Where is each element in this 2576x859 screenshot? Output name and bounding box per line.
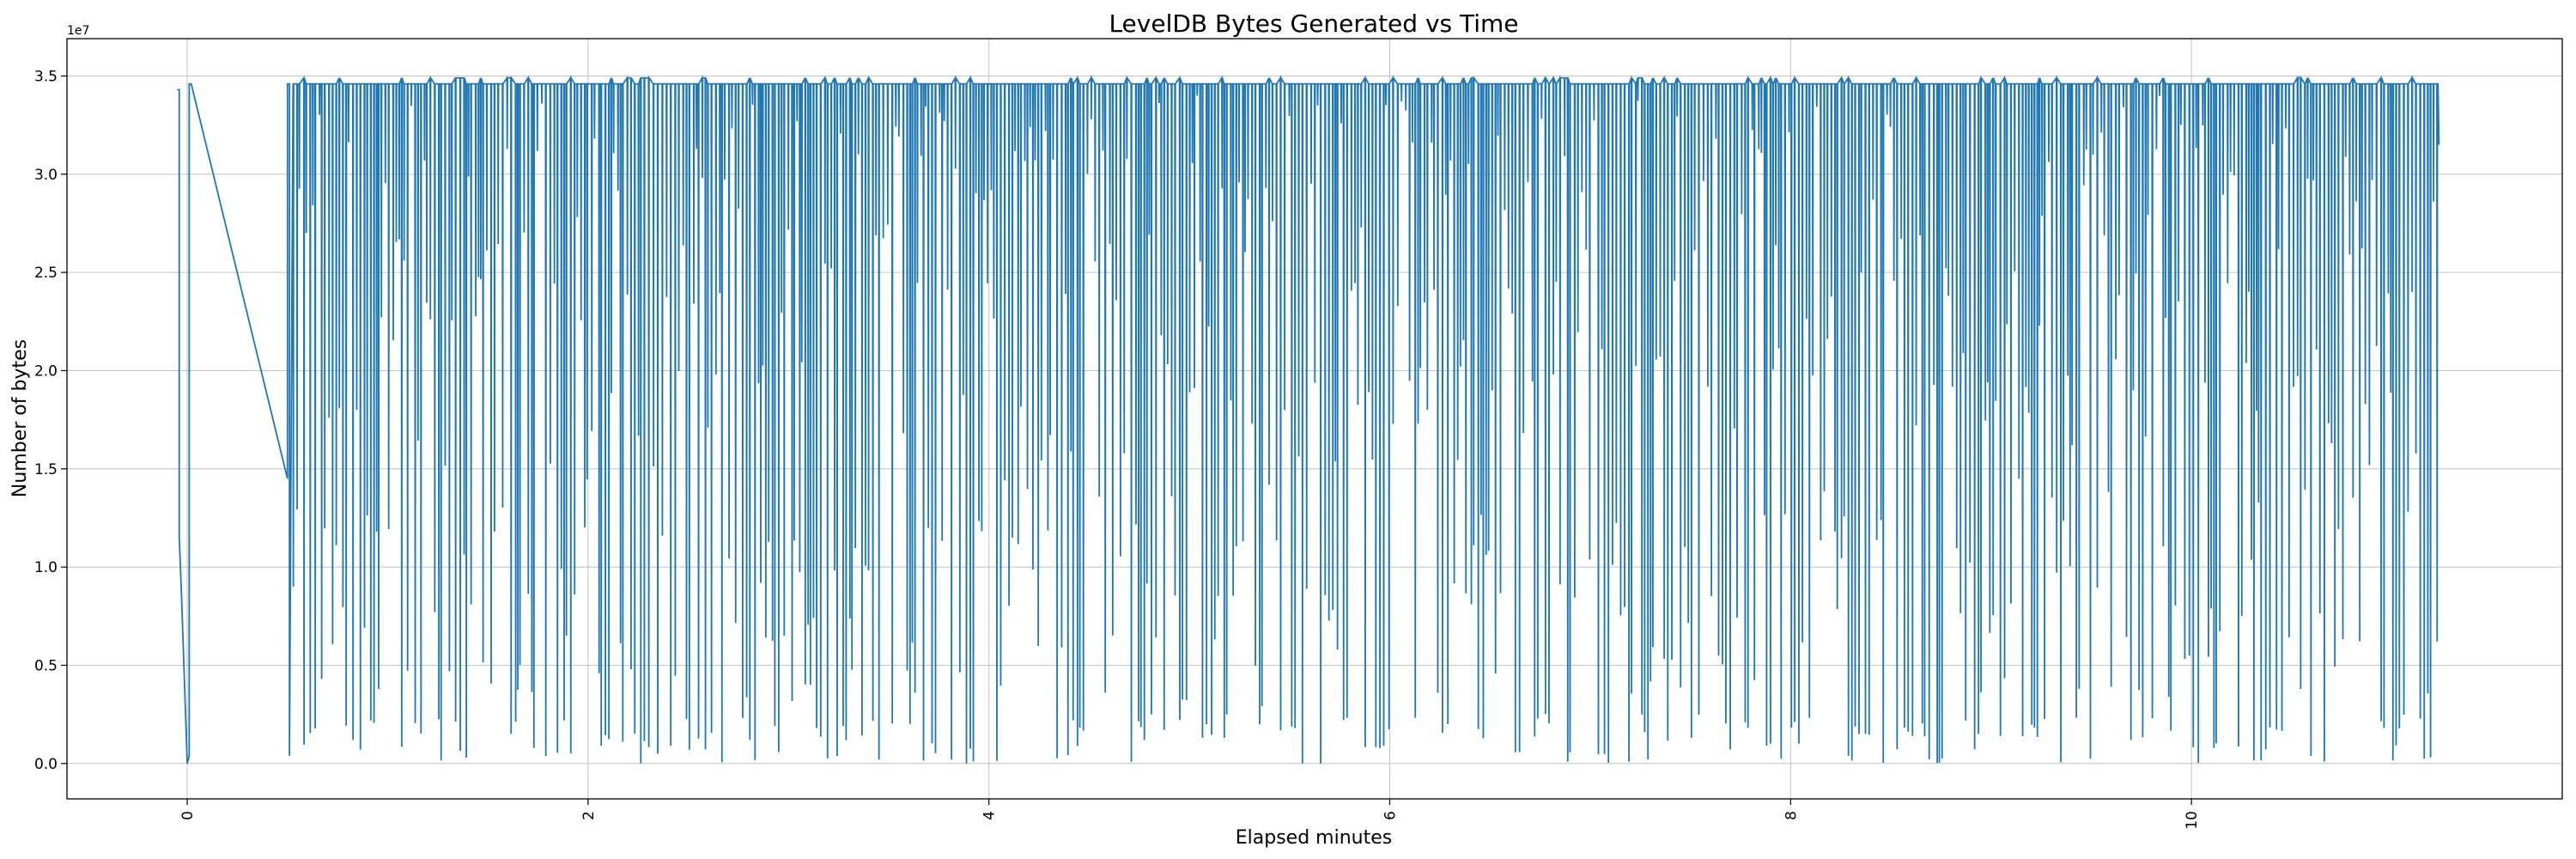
y-axis: 0.0 0.5 1.0 1.5 2.0 2.5 3.0 3.5 xyxy=(34,68,67,773)
series-line-bytes xyxy=(177,75,2440,765)
x-tick-label: 4 xyxy=(981,811,999,820)
x-tick-label: 8 xyxy=(1783,811,1800,820)
y-tick-label: 0.5 xyxy=(34,657,58,674)
y-axis-title: Number of bytes xyxy=(9,339,31,497)
x-tick-label: 0 xyxy=(179,811,197,820)
plot-area xyxy=(177,75,2440,765)
y-axis-offset-label: 1e7 xyxy=(67,24,89,38)
y-tick-label: 3.0 xyxy=(34,167,58,184)
y-tick-label: 0.0 xyxy=(34,756,58,773)
y-tick-label: 1.5 xyxy=(34,461,58,478)
x-axis-title: Elapsed minutes xyxy=(1236,827,1392,849)
y-tick-label: 2.5 xyxy=(34,265,58,282)
y-tick-label: 2.0 xyxy=(34,362,58,380)
x-axis: 0 2 4 6 8 10 xyxy=(179,799,2201,830)
chart-title: LevelDB Bytes Generated vs Time xyxy=(1109,9,1518,38)
y-tick-label: 1.0 xyxy=(34,559,58,576)
x-tick-label: 6 xyxy=(1382,811,1400,820)
y-tick-label: 3.5 xyxy=(34,68,58,85)
axes-frame xyxy=(66,38,2563,800)
x-tick-label: 10 xyxy=(2184,811,2201,830)
x-tick-label: 2 xyxy=(580,811,598,820)
